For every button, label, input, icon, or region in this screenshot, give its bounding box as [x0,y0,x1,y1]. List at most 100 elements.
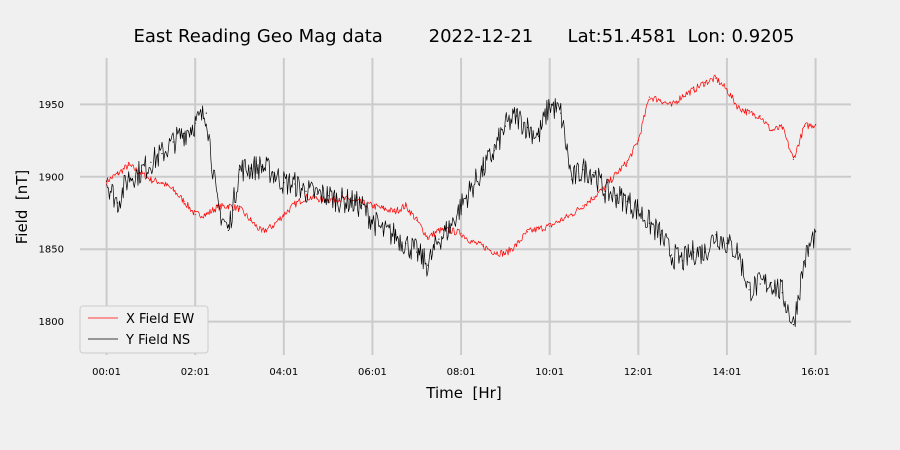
series-2-point [305,190,307,192]
series-1-point [715,77,717,79]
series-2-point [427,264,429,266]
series-line-2 [106,98,816,327]
series-2-point [482,169,484,171]
series-2-point [781,292,783,294]
series-1-point [183,200,185,202]
series-1-point [194,213,196,216]
series-1-point [748,112,750,114]
x-axis-ticks: 00:01 02:01 04:01 06:01 08:01 10:01 12:01 14:01… [92,367,830,378]
series-2-point [349,200,351,202]
y-tick-label: 1800 [39,317,64,328]
series-2-point [526,126,529,129]
y-tick-label: 1850 [39,245,64,256]
x-axis-label: Time [Hr] [425,384,501,402]
series-2-point [770,282,772,284]
series-1-point [538,228,540,230]
series-2-point [172,141,174,143]
x-tick-label: 06:01 [358,367,387,378]
series-1-point [172,189,174,191]
series-1-point [150,179,152,181]
series-2-point [515,115,518,117]
series-1-point [427,237,429,239]
series-1-point [626,161,628,163]
series-2-point [183,132,185,134]
series-2-point [371,219,373,221]
series-2-point [250,167,252,169]
x-tick-label: 00:01 [92,367,121,378]
series-2-point [803,260,806,262]
series-2-point [382,231,385,233]
series-2-point [637,209,639,211]
series-2-point [549,103,551,105]
series-2-point [704,251,706,253]
series-1-point [549,225,551,227]
series-2-point [327,195,329,197]
series-2-point [670,254,673,256]
series-2-point [405,242,407,244]
series-1-point [416,219,418,221]
series-1-point [438,229,440,231]
series-1-point [338,197,340,200]
series-1-point [526,231,529,233]
series-1-point [227,205,229,207]
series-1-point [560,219,562,221]
series-1-point [316,197,318,200]
series-1-point [693,89,695,91]
series-1-point [682,95,684,97]
y-tick-label: 1900 [39,172,64,183]
series-2-point [438,238,440,240]
series-1-point [460,232,462,234]
series-2-point [759,283,761,285]
series-1-point [117,173,119,175]
series-2-point [582,169,584,171]
series-1-point [737,106,739,108]
series-2-point [283,182,285,184]
series-2-point [238,169,241,171]
series-2-point [715,234,717,236]
x-tick-label: 14:01 [713,367,742,378]
series-2-point [560,112,562,114]
series-2-point [604,190,606,192]
series-2-point [504,125,506,127]
series-1-point [382,208,385,210]
series-1-point [272,225,274,227]
series-2-point [648,222,651,224]
series-1-point [283,213,285,216]
series-2-point [593,171,595,174]
series-2-point [117,202,119,204]
series-2-point [294,183,296,185]
series-1-point [515,244,518,246]
series-1-point [493,251,495,253]
series-1-point [205,213,207,216]
series-2-point [460,205,462,207]
series-2-point [216,205,218,207]
series-1-point [371,205,373,207]
series-2-point [194,122,196,124]
series-2-point [227,229,229,231]
series-1-point [604,186,606,188]
series-2-point [493,150,495,152]
series-2-point [106,180,108,182]
series-1-point [405,205,407,207]
series-2-point [471,186,473,188]
series-1-point [471,241,473,243]
series-1-point [571,213,573,216]
series-2-point [338,199,340,201]
series-2-point [748,289,750,291]
series-1-point [504,253,506,255]
series-1-point [648,96,651,98]
y-axis-ticks: 1800 1850 1900 1950 [39,100,64,328]
series-2-point [659,234,662,236]
series-layer [106,74,817,327]
series-1-point [615,173,617,175]
legend-label: X Field EW [126,312,194,327]
series-2-point [615,195,617,197]
series-1-point [582,205,584,207]
series-2-point [161,153,163,155]
series-2-point [150,161,152,163]
series-1-point [128,164,130,166]
series-1-point [161,182,163,184]
series-2-point [449,226,451,229]
series-1-point [670,105,673,107]
